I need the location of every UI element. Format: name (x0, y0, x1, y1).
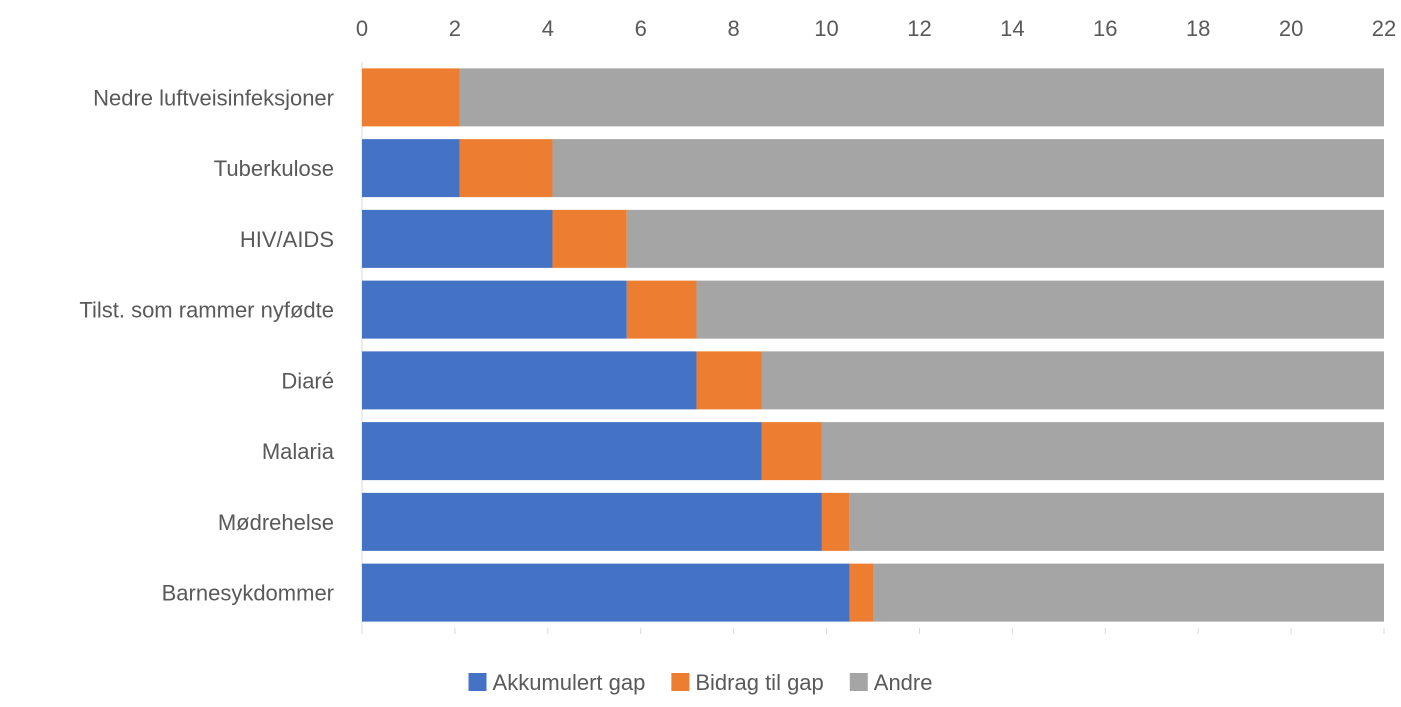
x-tick-label: 0 (356, 16, 368, 41)
x-tick-label: 16 (1093, 16, 1117, 41)
bar-segment-bidrag-til-gap (552, 209, 627, 268)
legend-swatch (849, 673, 868, 691)
bar-segment-andre (626, 209, 1384, 268)
bars-layer (362, 68, 1384, 622)
legend-swatch (468, 673, 487, 691)
bar-segment-bidrag-til-gap (821, 492, 850, 551)
bar-segment-bidrag-til-gap (362, 68, 460, 127)
x-tick-label: 18 (1186, 16, 1210, 41)
category-label: Tilst. som rammer nyfødte (79, 298, 334, 323)
legend-item: Akkumulert gap (468, 670, 646, 695)
bar-segment-bidrag-til-gap (761, 422, 822, 481)
bar-segment-akkumulert-gap (362, 209, 553, 268)
legend: Akkumulert gap Bidrag til gap Andre (468, 670, 933, 695)
x-tick-label: 8 (728, 16, 740, 41)
bar-segment-andre (761, 351, 1384, 410)
bar-segment-bidrag-til-gap (849, 563, 873, 622)
x-tick-label: 6 (635, 16, 647, 41)
x-tick-label: 22 (1372, 16, 1396, 41)
category-label: HIV/AIDS (240, 227, 334, 252)
bar-segment-andre (459, 68, 1384, 127)
bar-segment-akkumulert-gap (362, 280, 627, 339)
bar-segment-andre (849, 492, 1384, 551)
x-tick-label: 14 (1000, 16, 1024, 41)
legend-swatch (671, 673, 690, 691)
bar-segment-andre (696, 280, 1384, 339)
bar-segment-bidrag-til-gap (626, 280, 697, 339)
bar-segment-akkumulert-gap (362, 422, 762, 481)
legend-label: Andre (874, 670, 933, 695)
x-tick-label: 12 (907, 16, 931, 41)
legend-label: Akkumulert gap (493, 670, 646, 695)
bar-segment-akkumulert-gap (362, 139, 460, 198)
x-tick-label: 4 (542, 16, 554, 41)
bar-segment-akkumulert-gap (362, 492, 822, 551)
x-tick-label: 20 (1279, 16, 1303, 41)
category-label: Mødrehelse (218, 510, 334, 535)
category-label: Tuberkulose (214, 156, 334, 181)
category-label: Nedre luftveisinfeksjoner (93, 85, 334, 110)
legend-item: Andre (849, 670, 933, 695)
category-labels: Nedre luftveisinfeksjoner Tuberkulose HIV/… (79, 85, 334, 605)
category-label: Diaré (281, 368, 334, 393)
bar-segment-bidrag-til-gap (459, 139, 553, 198)
category-label: Barnesykdommer (162, 581, 334, 606)
category-label: Malaria (262, 439, 335, 464)
x-tick-label: 10 (814, 16, 838, 41)
bar-segment-akkumulert-gap (362, 563, 850, 622)
bar-segment-andre (552, 139, 1384, 198)
bar-segment-andre (873, 563, 1384, 622)
legend-item: Bidrag til gap (671, 670, 824, 695)
x-tick-label: 2 (449, 16, 461, 41)
axis-layer: 0 2 4 6 8 10 12 14 16 18 20 22 (356, 16, 1396, 634)
bar-segment-akkumulert-gap (362, 351, 697, 410)
legend-label: Bidrag til gap (695, 670, 823, 695)
bar-segment-andre (821, 422, 1384, 481)
bar-segment-bidrag-til-gap (696, 351, 762, 410)
